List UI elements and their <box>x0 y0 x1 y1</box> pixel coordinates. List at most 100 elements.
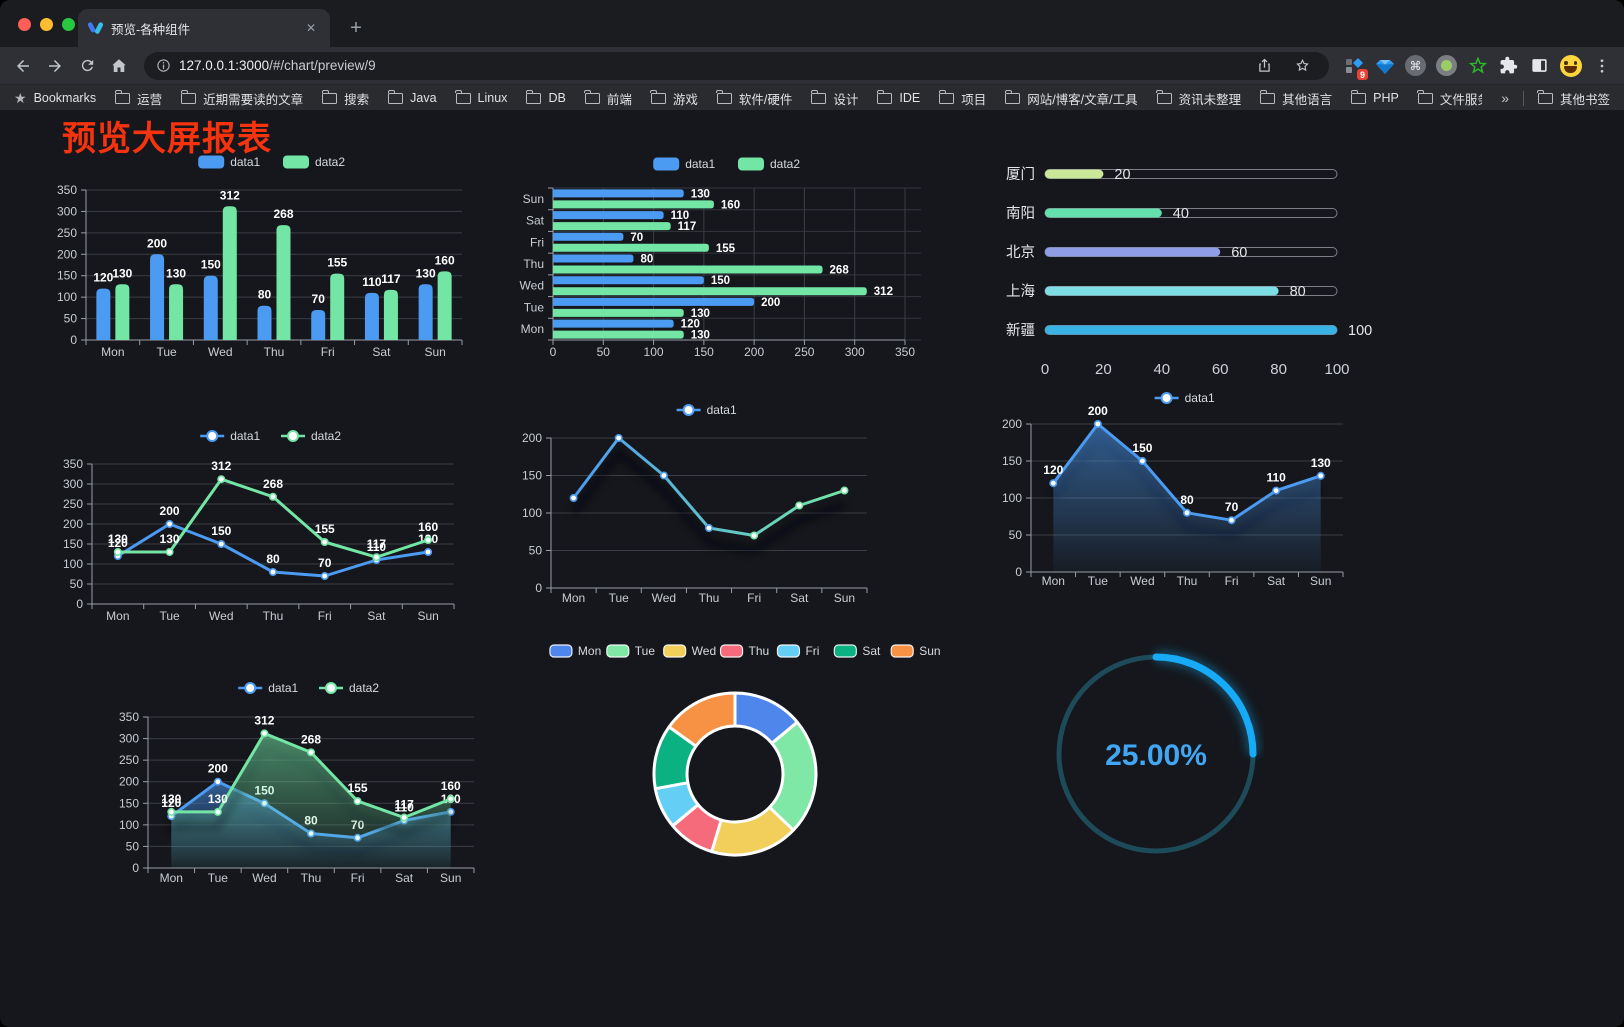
folder-icon <box>387 89 404 104</box>
folder-icon <box>938 89 955 104</box>
folder-icon <box>1350 89 1367 104</box>
svg-text:Mon: Mon <box>106 609 129 623</box>
bookmarks-overflow-button[interactable]: » <box>1501 90 1509 106</box>
svg-text:data1: data1 <box>707 403 737 417</box>
tab-close-button[interactable]: ✕ <box>305 21 316 35</box>
legend-item[interactable]: Thu <box>719 644 770 658</box>
bookmark-folder-item[interactable]: 其他语言 <box>1259 89 1333 108</box>
svg-text:130: 130 <box>208 792 228 806</box>
bookmark-folder-item[interactable]: 前端 <box>584 89 632 108</box>
bookmark-folder-item[interactable]: 游戏 <box>650 89 698 108</box>
legend-item[interactable]: data2 <box>281 429 341 443</box>
svg-text:150: 150 <box>119 796 139 810</box>
bookmark-folder-item[interactable]: 资讯未整理 <box>1156 89 1241 108</box>
extension-cmd-button[interactable]: ⌘ <box>1401 51 1430 80</box>
legend-item[interactable]: data1 <box>653 157 716 171</box>
chart-line-two-series: 0 50 100 150 200 250 300 350 Mon Tue Wed Thu Fri Sat S… <box>40 420 470 632</box>
other-bookmarks-item[interactable]: 其他书签 <box>1537 89 1610 108</box>
bookmark-folder-item[interactable]: DB <box>525 89 566 105</box>
extension-gem-button[interactable] <box>1370 51 1399 80</box>
svg-text:312: 312 <box>874 286 893 298</box>
extension-evergreen-button[interactable] <box>1463 51 1492 80</box>
new-tab-button[interactable]: + <box>350 16 362 39</box>
svg-text:110: 110 <box>394 801 414 815</box>
home-button[interactable] <box>104 51 134 81</box>
share-button[interactable] <box>1249 51 1279 81</box>
reload-button[interactable] <box>72 51 102 81</box>
svg-text:250: 250 <box>794 345 814 359</box>
svg-text:100: 100 <box>1002 491 1022 505</box>
extension-emoji-button[interactable] <box>1556 51 1585 80</box>
svg-text:40: 40 <box>1173 206 1189 222</box>
svg-text:130: 130 <box>416 266 436 280</box>
svg-text:Fri: Fri <box>351 871 365 885</box>
legend-item[interactable]: Mon <box>549 644 601 658</box>
bookmark-label: 其他语言 <box>1282 92 1333 107</box>
back-button[interactable] <box>8 51 38 81</box>
bookmark-folder-item[interactable]: IDE <box>876 89 920 105</box>
legend-item[interactable]: data2 <box>319 681 379 695</box>
legend-item[interactable]: data2 <box>738 157 800 171</box>
bookmarks-label: Bookmarks <box>33 91 97 105</box>
legend-item[interactable]: data1 <box>238 681 299 695</box>
svg-text:117: 117 <box>394 798 414 812</box>
svg-text:50: 50 <box>70 577 84 591</box>
svg-text:Tue: Tue <box>156 345 177 359</box>
extension-record-button[interactable] <box>1432 51 1461 80</box>
site-info-icon[interactable] <box>156 58 171 73</box>
url-text[interactable]: 127.0.0.1:3000/#/chart/preview/9 <box>179 58 376 73</box>
address-bar[interactable]: 127.0.0.1:3000/#/chart/preview/9 <box>144 51 1329 81</box>
svg-text:80: 80 <box>640 254 653 266</box>
legend-item[interactable]: Sat <box>833 644 881 658</box>
forward-button[interactable] <box>40 51 70 81</box>
bookmark-folder-item[interactable]: 软件/硬件 <box>716 89 792 108</box>
extension-grid-button[interactable]: 9 <box>1339 51 1368 80</box>
legend-item[interactable]: data1 <box>200 429 261 443</box>
svg-text:Sat: Sat <box>1267 574 1286 588</box>
svg-text:Sat: Sat <box>372 345 391 359</box>
legend-item[interactable]: data1 <box>676 403 737 417</box>
bookmark-folder-item[interactable]: 文件服务器 <box>1417 89 1482 108</box>
bookmark-folder-item[interactable]: 设计 <box>810 89 858 108</box>
svg-text:200: 200 <box>119 775 139 789</box>
bookmark-label: 近期需要读的文章 <box>203 92 304 107</box>
bookmark-folder-item[interactable]: 项目 <box>938 89 986 108</box>
extensions-puzzle-button[interactable] <box>1494 51 1523 80</box>
svg-text:130: 130 <box>161 792 181 806</box>
bookmark-folder-item[interactable]: 近期需要读的文章 <box>180 89 304 108</box>
svg-text:50: 50 <box>597 345 611 359</box>
close-window-button[interactable] <box>18 18 31 31</box>
svg-text:Thu: Thu <box>263 609 284 623</box>
folder-icon <box>584 89 600 104</box>
legend-item[interactable]: Sun <box>890 644 941 658</box>
fullscreen-window-button[interactable] <box>62 18 75 31</box>
bookmark-folder-item[interactable]: 搜索 <box>321 89 369 108</box>
legend-item[interactable]: Wed <box>663 644 716 658</box>
legend-item[interactable]: Fri <box>776 644 819 658</box>
browser-tab[interactable]: 预览-各种组件 ✕ <box>78 9 330 47</box>
gem-icon <box>1375 59 1394 74</box>
sidebar-toggle-button[interactable] <box>1525 51 1554 80</box>
svg-text:120: 120 <box>93 271 113 285</box>
bookmark-folder-item[interactable]: Linux <box>455 89 507 105</box>
legend-item[interactable]: data1 <box>1154 391 1215 405</box>
folder-icon <box>876 89 893 104</box>
svg-text:Mon: Mon <box>1042 574 1065 588</box>
other-bookmarks-label: 其他书签 <box>1559 92 1610 107</box>
legend-item[interactable]: data1 <box>198 155 261 169</box>
browser-menu-button[interactable] <box>1587 51 1616 80</box>
svg-text:data2: data2 <box>315 155 345 169</box>
bookmark-folder-item[interactable]: 运营 <box>115 89 162 108</box>
svg-text:200: 200 <box>1088 404 1108 418</box>
svg-text:50: 50 <box>1009 528 1023 542</box>
bookmark-folder-item[interactable]: PHP <box>1350 89 1399 105</box>
legend-item[interactable]: data2 <box>283 155 345 169</box>
svg-text:0: 0 <box>132 861 139 875</box>
bookmarks-manager-item[interactable]: ★ Bookmarks <box>14 90 96 107</box>
svg-text:Mon: Mon <box>578 644 601 658</box>
bookmark-folder-item[interactable]: 网站/博客/文章/工具 <box>1004 89 1138 108</box>
bookmark-folder-item[interactable]: Java <box>387 89 437 105</box>
legend-item[interactable]: Tue <box>606 644 656 658</box>
minimize-window-button[interactable] <box>40 18 53 31</box>
bookmark-star-button[interactable] <box>1287 51 1317 81</box>
